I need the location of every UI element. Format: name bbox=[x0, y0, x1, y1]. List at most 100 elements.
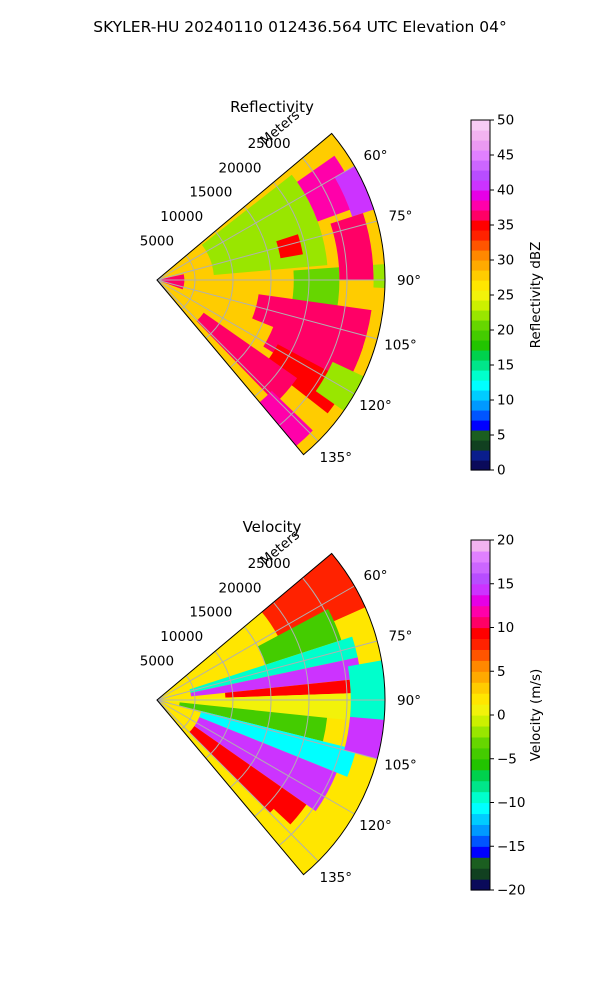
reflectivity-colorbar-swatch bbox=[471, 140, 490, 151]
velocity-colorbar-swatch bbox=[471, 583, 490, 596]
velocity-colorbar-swatch bbox=[471, 879, 490, 891]
velocity-echo-region bbox=[179, 702, 328, 742]
reflectivity-colorbar-tick-label: 0 bbox=[497, 463, 506, 479]
reflectivity-colorbar-swatch bbox=[471, 240, 490, 251]
reflectivity-azimuth-gridline bbox=[156, 165, 355, 281]
reflectivity-azimuth-tick-label: 60° bbox=[364, 148, 388, 164]
reflectivity-colorbar-swatch bbox=[471, 250, 490, 261]
velocity-sector-border bbox=[156, 552, 386, 876]
reflectivity-echo-region bbox=[334, 166, 374, 217]
reflectivity-range-tick-label: 25000 bbox=[248, 136, 291, 152]
reflectivity-colorbar-tick-label: 10 bbox=[497, 393, 514, 409]
velocity-colorbar-swatch bbox=[471, 857, 490, 869]
velocity-colorbar-swatch bbox=[471, 835, 490, 847]
reflectivity-echo-region bbox=[291, 267, 340, 312]
velocity-colorbar-swatch bbox=[471, 572, 490, 585]
velocity-azimuth-gridline bbox=[156, 640, 378, 701]
velocity-echo-region bbox=[189, 636, 358, 693]
reflectivity-azimuth-gridline bbox=[156, 279, 355, 395]
reflectivity-colorbar-swatch bbox=[471, 430, 490, 441]
reflectivity-colorbar-swatch bbox=[471, 290, 490, 301]
reflectivity-azimuth-gridline bbox=[156, 220, 378, 281]
reflectivity-colorbar-swatch bbox=[471, 200, 490, 211]
reflectivity-colorbar: 0 5 10 15 20 25 30 35 40 45 50 Reflectivity dBZ bbox=[470, 113, 544, 479]
velocity-colorbar-swatch bbox=[471, 561, 490, 574]
velocity-azimuth-tick-label: 60° bbox=[364, 568, 388, 584]
velocity-colorbar-swatch bbox=[471, 736, 490, 749]
reflectivity-colorbar-swatch bbox=[471, 450, 490, 461]
velocity-colorbar-swatch bbox=[471, 594, 490, 607]
reflectivity-colorbar-swatch bbox=[471, 340, 490, 351]
reflectivity-echo-region bbox=[259, 390, 313, 446]
reflectivity-echo-region bbox=[276, 234, 303, 259]
reflectivity-azimuth-tick-label: 75° bbox=[389, 208, 413, 224]
reflectivity-range-tick-label: 15000 bbox=[189, 185, 232, 201]
reflectivity-colorbar-tick-label: 15 bbox=[497, 358, 514, 374]
reflectivity-range-ring bbox=[254, 181, 310, 397]
velocity-colorbar-tick-label: 15 bbox=[497, 576, 514, 592]
reflectivity-colorbar-swatch bbox=[471, 300, 490, 311]
velocity-azimuth-tick-label: 105° bbox=[384, 758, 417, 774]
velocity-colorbar-swatch bbox=[471, 616, 490, 629]
velocity-range-tick-label: 5000 bbox=[140, 654, 174, 670]
reflectivity-colorbar-label: Reflectivity dBZ bbox=[528, 242, 544, 349]
velocity-colorbar-swatch bbox=[471, 671, 490, 683]
velocity-colorbar-tick-label: −20 bbox=[497, 883, 526, 899]
reflectivity-range-tick-label: 5000 bbox=[140, 234, 174, 250]
velocity-echo-region bbox=[189, 726, 307, 829]
reflectivity-echo-region bbox=[330, 213, 374, 280]
velocity-colorbar-swatch bbox=[471, 660, 490, 672]
reflectivity-colorbar-swatch bbox=[471, 310, 490, 321]
velocity-echo-region bbox=[194, 717, 337, 812]
velocity-colorbar-swatch bbox=[471, 758, 490, 771]
figure-suptitle: SKYLER-HU 20240110 012436.564 UTC Elevat… bbox=[93, 18, 507, 36]
reflectivity-colorbar-swatch bbox=[471, 380, 490, 391]
reflectivity-colorbar-tick-label: 5 bbox=[497, 428, 506, 444]
reflectivity-azimuth-tick-label: 105° bbox=[384, 338, 417, 354]
velocity-colorbar-swatch bbox=[471, 605, 490, 618]
reflectivity-colorbar-tick-label: 45 bbox=[497, 148, 514, 164]
reflectivity-colorbar-swatch bbox=[471, 180, 490, 191]
reflectivity-colorbar-swatch bbox=[471, 440, 490, 451]
velocity-colorbar-swatch bbox=[471, 715, 490, 727]
reflectivity-colorbar-swatch bbox=[471, 230, 490, 241]
reflectivity-colorbar-swatch bbox=[471, 150, 490, 161]
velocity-panel: Velocity 5000 10000 15000 20000 25000 60° 75° 90… bbox=[140, 518, 544, 899]
reflectivity-colorbar-swatch bbox=[471, 320, 490, 331]
reflectivity-azimuth-gridline bbox=[156, 279, 319, 442]
velocity-colorbar-tick-label: 5 bbox=[497, 664, 506, 680]
velocity-azimuth-tick-label: 75° bbox=[389, 628, 413, 644]
velocity-colorbar-tick-label: 10 bbox=[497, 620, 514, 636]
velocity-colorbar-tick-label: −10 bbox=[497, 795, 526, 811]
velocity-colorbar-swatch bbox=[471, 725, 490, 738]
velocity-colorbar-swatch bbox=[471, 802, 490, 815]
reflectivity-colorbar-tick-label: 20 bbox=[497, 323, 514, 339]
reflectivity-colorbar-swatch bbox=[471, 210, 490, 221]
velocity-colorbar-tick-label: 0 bbox=[497, 708, 506, 724]
velocity-echo-region bbox=[344, 716, 385, 760]
reflectivity-colorbar-swatch bbox=[471, 330, 490, 341]
velocity-colorbar-swatch bbox=[471, 868, 490, 880]
reflectivity-colorbar-swatch bbox=[471, 410, 490, 421]
velocity-azimuth-gridline bbox=[156, 585, 355, 701]
velocity-range-tick-label: 20000 bbox=[218, 580, 261, 596]
velocity-range-ring bbox=[229, 626, 272, 788]
reflectivity-echo-region bbox=[196, 312, 298, 404]
reflectivity-range-ring bbox=[229, 206, 272, 368]
velocity-title: Velocity bbox=[243, 518, 302, 536]
reflectivity-azimuth-gridline bbox=[156, 279, 378, 340]
reflectivity-colorbar-swatch bbox=[471, 270, 490, 281]
velocity-echo-region bbox=[259, 808, 324, 875]
velocity-echo-region bbox=[199, 711, 357, 777]
reflectivity-colorbar-swatch bbox=[471, 350, 490, 361]
velocity-colorbar-swatch bbox=[471, 704, 490, 716]
velocity-colorbar-label: Velocity (m/s) bbox=[528, 669, 544, 762]
reflectivity-field bbox=[157, 133, 386, 455]
reflectivity-colorbar-swatch bbox=[471, 130, 490, 141]
reflectivity-colorbar-swatch bbox=[471, 220, 490, 231]
velocity-colorbar-swatch bbox=[471, 649, 490, 661]
velocity-colorbar-swatch bbox=[471, 540, 490, 552]
velocity-colorbar-swatch bbox=[471, 813, 490, 825]
velocity-range-ring bbox=[254, 601, 310, 817]
